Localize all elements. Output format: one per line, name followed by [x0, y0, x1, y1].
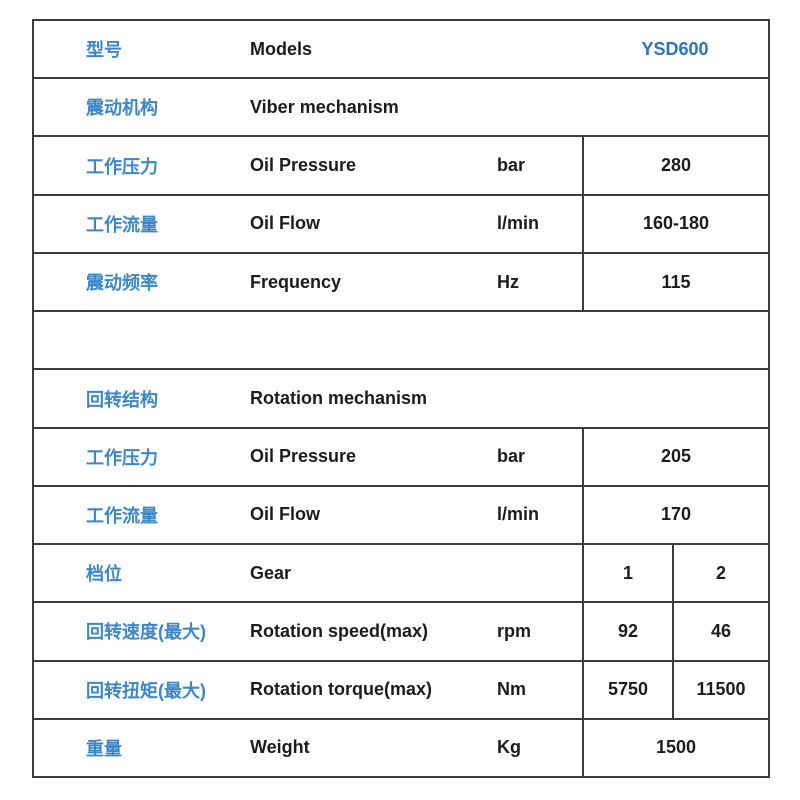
unit-label: [497, 312, 582, 368]
value-cell: [582, 79, 768, 135]
value-cell: [582, 312, 768, 368]
value: 11500: [696, 679, 746, 700]
label-cn: 重量: [86, 738, 122, 759]
label-en: Models: [250, 38, 313, 59]
table-row: 回转扭矩(最大) Rotation torque(max) Nm 5750 115…: [34, 661, 768, 720]
table-row: 工作流量 Oil Flow l/min 160-180: [34, 195, 768, 254]
value-cell: YSD600: [582, 21, 768, 77]
table-row: [34, 312, 768, 371]
value: YSD600: [641, 38, 709, 59]
table-row: 工作流量 Oil Flow l/min 170: [34, 486, 768, 546]
value-cell: 1500: [582, 719, 768, 777]
label-cn: 工作压力: [86, 156, 158, 177]
value: 5750: [584, 661, 674, 718]
value: 92: [584, 603, 674, 660]
value-cell: [582, 370, 768, 426]
unit-label: Kg: [497, 737, 521, 758]
label-cn: 工作压力: [86, 447, 158, 468]
unit-label: l/min: [497, 504, 540, 525]
label-en: Oil Pressure: [250, 155, 357, 176]
spec-table: 型号 Models YSD600 震动机构 Viber mechanism 工作…: [32, 19, 770, 778]
unit-label: rpm: [497, 620, 532, 641]
unit-label: [497, 79, 582, 135]
unit-label: Hz: [497, 271, 519, 292]
value: 1500: [655, 737, 697, 758]
value-cell: 5750 11500: [582, 661, 768, 718]
unit-label: [497, 545, 582, 601]
table-row: 震动频率 Frequency Hz 115: [34, 253, 768, 313]
table-row: 回转速度(最大) Rotation speed(max) rpm 92 46: [34, 603, 768, 662]
value: 115: [661, 271, 691, 292]
value: 170: [660, 504, 692, 525]
label-cn: 震动频率: [86, 273, 158, 294]
unit-label: bar: [497, 446, 526, 467]
value: 46: [710, 620, 732, 641]
value: 205: [660, 446, 692, 467]
label-en: Oil Flow: [250, 504, 320, 525]
value-cell: 170: [582, 486, 768, 544]
label-en: Weight: [250, 737, 310, 758]
label-en: Oil Pressure: [250, 446, 357, 467]
label-en: Rotation torque(max): [250, 679, 432, 700]
unit-label: [497, 370, 582, 426]
label-en: Rotation mechanism: [250, 388, 428, 409]
label-en: [250, 312, 497, 368]
label-cn: 档位: [86, 564, 122, 585]
label-en: Frequency: [250, 271, 342, 292]
label-cn: 工作流量: [86, 505, 158, 526]
value-cell: 115: [582, 253, 768, 311]
table-row: 工作压力 Oil Pressure bar 280: [34, 137, 768, 196]
label-cn: 工作流量: [86, 214, 158, 235]
label-en: Gear: [250, 562, 292, 583]
label-en: Viber mechanism: [250, 96, 399, 117]
value-cell: 280: [582, 137, 768, 194]
label-cn: [34, 312, 250, 368]
table-row: 震动机构 Viber mechanism: [34, 79, 768, 138]
label-cn: 震动机构: [86, 98, 158, 119]
unit-label: l/min: [497, 213, 540, 234]
unit-label: bar: [497, 155, 526, 176]
label-en: Oil Flow: [250, 213, 320, 234]
value: 2: [715, 562, 726, 583]
label-cn: 回转扭矩(最大): [86, 680, 206, 701]
label-cn: 型号: [86, 40, 122, 61]
table-row: 工作压力 Oil Pressure bar 205: [34, 428, 768, 487]
value-cell: 92 46: [582, 603, 768, 660]
label-cn: 回转速度(最大): [86, 622, 206, 643]
label-cn: 回转结构: [86, 389, 158, 410]
value: 280: [660, 155, 692, 176]
unit-label: Nm: [497, 679, 527, 700]
table-row: 重量 Weight Kg 1500: [34, 719, 768, 777]
unit-label: [497, 21, 582, 77]
table-row: 型号 Models YSD600: [34, 21, 768, 80]
label-en: Rotation speed(max): [250, 620, 429, 641]
table-row: 回转结构 Rotation mechanism: [34, 370, 768, 429]
value: 1: [584, 545, 674, 602]
value-cell: 205: [582, 428, 768, 485]
value: 160-180: [642, 213, 710, 234]
value-cell: 160-180: [582, 195, 768, 252]
